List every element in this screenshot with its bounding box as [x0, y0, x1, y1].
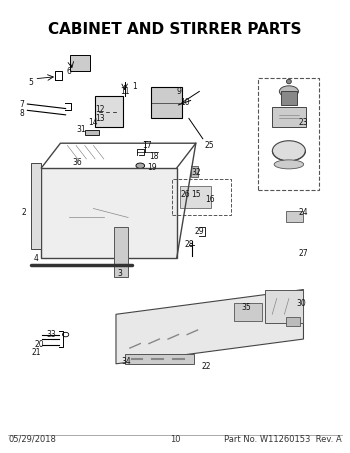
Text: 1: 1 [133, 82, 138, 92]
Text: 5: 5 [28, 78, 33, 87]
Text: 20: 20 [35, 340, 44, 349]
Text: 31: 31 [76, 125, 86, 134]
Text: 3: 3 [117, 269, 122, 278]
Polygon shape [265, 289, 303, 323]
Text: 26: 26 [181, 190, 190, 198]
Text: Part No. W11260153  Rev. A: Part No. W11260153 Rev. A [224, 434, 342, 443]
Text: 10: 10 [170, 434, 180, 443]
Text: 8: 8 [20, 110, 24, 118]
Text: 9: 9 [176, 87, 181, 96]
Bar [286, 211, 303, 222]
FancyBboxPatch shape [70, 55, 90, 71]
Bar [151, 87, 182, 118]
FancyBboxPatch shape [41, 168, 177, 258]
Text: 30: 30 [297, 299, 307, 308]
Text: 22: 22 [202, 362, 211, 371]
Text: 15: 15 [191, 190, 201, 199]
Text: 10: 10 [181, 98, 190, 107]
Text: 28: 28 [184, 240, 194, 249]
Text: 29: 29 [195, 226, 204, 236]
Ellipse shape [136, 163, 145, 169]
Bar [234, 303, 262, 321]
Text: 17: 17 [142, 141, 152, 150]
Ellipse shape [286, 79, 291, 84]
Text: 19: 19 [148, 164, 157, 173]
Text: 6: 6 [66, 67, 71, 76]
Text: 32: 32 [191, 168, 201, 177]
Text: 2: 2 [22, 208, 26, 217]
Bar [31, 164, 41, 249]
Bar [125, 354, 194, 364]
Text: 13: 13 [96, 114, 105, 123]
FancyBboxPatch shape [85, 130, 99, 135]
Bar [281, 92, 296, 105]
Text: 35: 35 [241, 303, 251, 312]
Text: 36: 36 [73, 158, 83, 167]
Text: 34: 34 [121, 357, 131, 366]
Polygon shape [116, 289, 303, 364]
Text: 21: 21 [32, 348, 41, 357]
Bar [180, 186, 211, 208]
Text: 4: 4 [34, 254, 38, 263]
Text: 16: 16 [205, 195, 215, 204]
Text: 12: 12 [96, 105, 105, 114]
Ellipse shape [274, 160, 304, 169]
Text: 18: 18 [149, 152, 159, 161]
Bar [191, 166, 197, 177]
Text: CABINET AND STIRRER PARTS: CABINET AND STIRRER PARTS [48, 22, 302, 37]
FancyBboxPatch shape [272, 107, 306, 127]
Ellipse shape [272, 141, 306, 161]
Text: 11: 11 [120, 87, 130, 96]
Bar [95, 96, 123, 127]
Text: 27: 27 [299, 249, 308, 258]
Text: 25: 25 [205, 141, 215, 150]
Text: 14: 14 [89, 118, 98, 127]
Text: 23: 23 [299, 118, 308, 127]
Text: 7: 7 [20, 101, 24, 110]
Bar [286, 318, 300, 326]
Text: 24: 24 [299, 208, 308, 217]
Text: 05/29/2018: 05/29/2018 [8, 434, 56, 443]
Bar [114, 227, 128, 277]
Text: 33: 33 [47, 330, 57, 339]
Ellipse shape [279, 86, 299, 97]
